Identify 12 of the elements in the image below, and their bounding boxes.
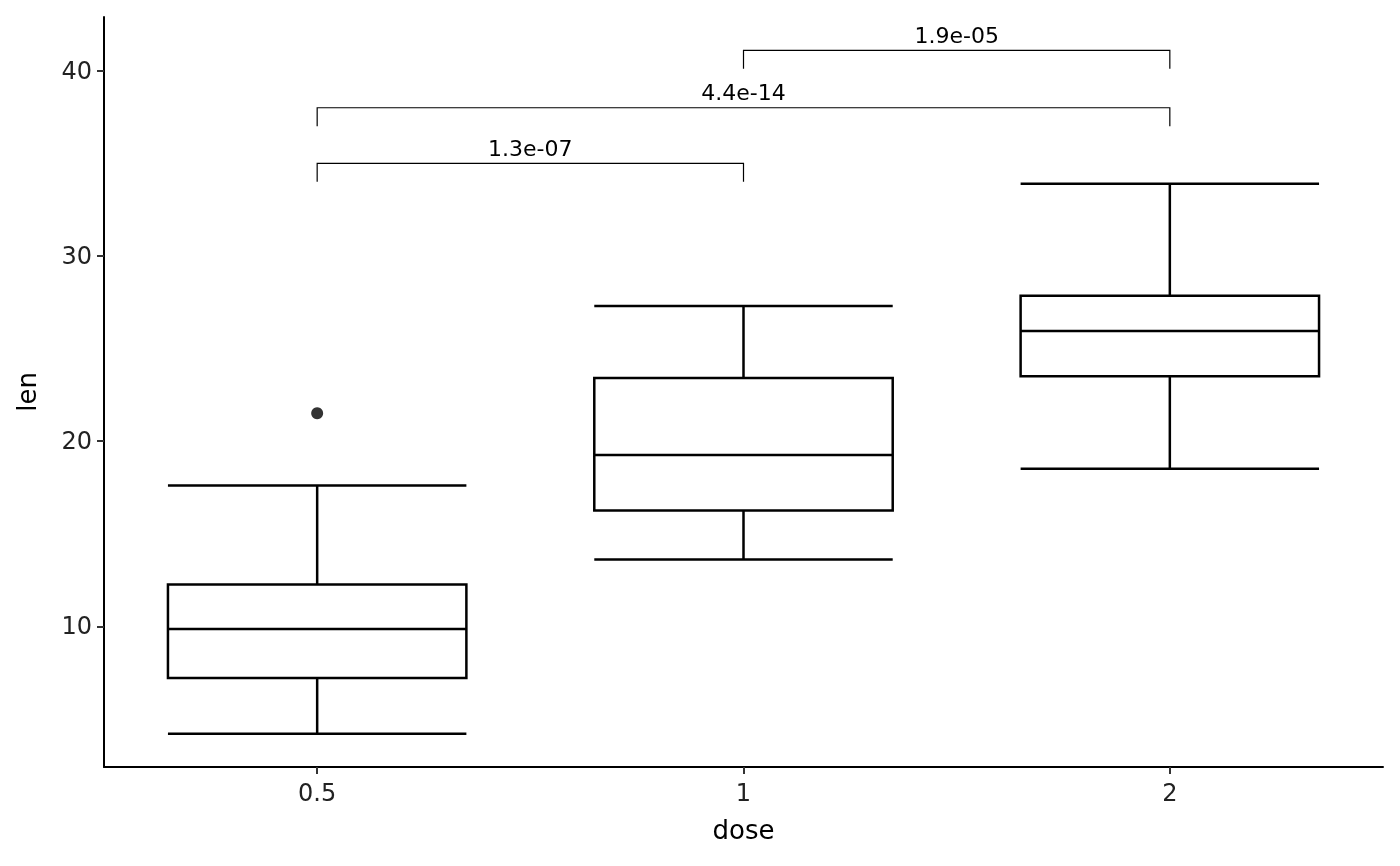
- x-axis-title: dose: [712, 815, 775, 845]
- x-tick-label: 2: [1162, 779, 1178, 807]
- y-tick-label: 20: [61, 427, 92, 456]
- x-tick-label: 1: [735, 779, 752, 807]
- y-tick-label: 40: [61, 56, 92, 85]
- y-tick-label: 10: [61, 612, 92, 641]
- annotation: 1.9e-05: [914, 22, 999, 48]
- y-tick-label: 30: [61, 241, 92, 270]
- y-axis-title: len: [12, 372, 42, 412]
- x-tick-label: 0.5: [298, 779, 337, 807]
- annotation: 1.3e-07: [488, 135, 573, 161]
- annotation: 4.4e-14: [701, 80, 786, 106]
